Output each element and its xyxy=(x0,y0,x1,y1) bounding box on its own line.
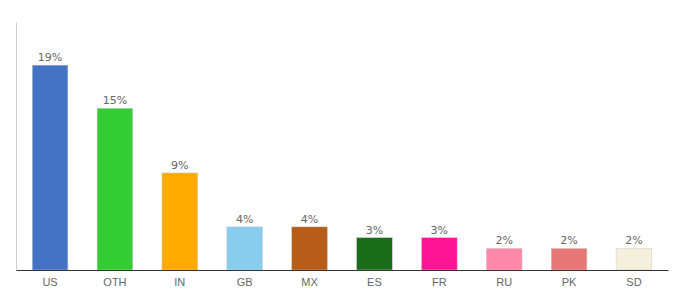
y-axis xyxy=(16,23,17,271)
bar xyxy=(97,108,133,270)
x-axis: US OTH IN GB MX ES FR RU PK SD xyxy=(17,271,669,288)
x-tick: OTH xyxy=(103,276,126,288)
x-tick: IN xyxy=(174,276,185,288)
data-label: 2% xyxy=(560,234,577,247)
bar xyxy=(616,248,652,270)
x-tick-label: US xyxy=(42,276,57,288)
x-tick: FR xyxy=(432,276,447,288)
bar xyxy=(32,65,68,270)
chart-svg: US OTH IN GB MX ES FR RU PK SD 19% 15% 9% 4% 4% 3% 3% 2% 2… xyxy=(0,0,680,300)
x-tick: GB xyxy=(237,276,253,288)
bar xyxy=(292,227,328,270)
bar xyxy=(421,238,457,270)
bar xyxy=(486,248,522,270)
x-tick: US xyxy=(42,276,57,288)
data-label: 9% xyxy=(171,159,188,172)
data-label: 4% xyxy=(236,213,253,226)
x-tick: MX xyxy=(301,276,318,288)
x-tick-label: ES xyxy=(367,276,382,288)
x-tick: ES xyxy=(367,276,382,288)
data-labels: 19% 15% 9% 4% 4% 3% 3% 2% 2% 2% xyxy=(38,51,643,247)
bars xyxy=(32,65,652,270)
data-label: 15% xyxy=(103,94,127,107)
x-axis-line xyxy=(17,270,669,271)
data-label: 3% xyxy=(431,224,448,237)
bar xyxy=(227,227,263,270)
x-tick-label: SD xyxy=(626,276,641,288)
x-tick-label: RU xyxy=(496,276,512,288)
data-label: 3% xyxy=(366,224,383,237)
bar xyxy=(162,173,198,270)
data-label: 2% xyxy=(625,234,642,247)
data-label: 2% xyxy=(495,234,512,247)
x-tick-label: IN xyxy=(174,276,185,288)
x-tick-label: GB xyxy=(237,276,253,288)
x-tick-label: OTH xyxy=(103,276,126,288)
x-tick: RU xyxy=(496,276,512,288)
data-label: 4% xyxy=(301,213,318,226)
bar xyxy=(357,238,393,270)
x-tick: SD xyxy=(626,276,641,288)
x-tick-label: FR xyxy=(432,276,447,288)
data-label: 19% xyxy=(38,51,62,64)
plot-area: US OTH IN GB MX ES FR RU PK SD 19% 15% 9% 4% 4% 3% 3% 2% 2… xyxy=(17,23,669,288)
x-tick-label: PK xyxy=(562,276,577,288)
x-tick: PK xyxy=(562,276,577,288)
chart-container: US OTH IN GB MX ES FR RU PK SD 19% 15% 9% 4% 4% 3% 3% 2% 2… xyxy=(0,0,680,300)
y-axis-line xyxy=(16,23,17,271)
x-tick-label: MX xyxy=(301,276,318,288)
bar xyxy=(551,248,587,270)
